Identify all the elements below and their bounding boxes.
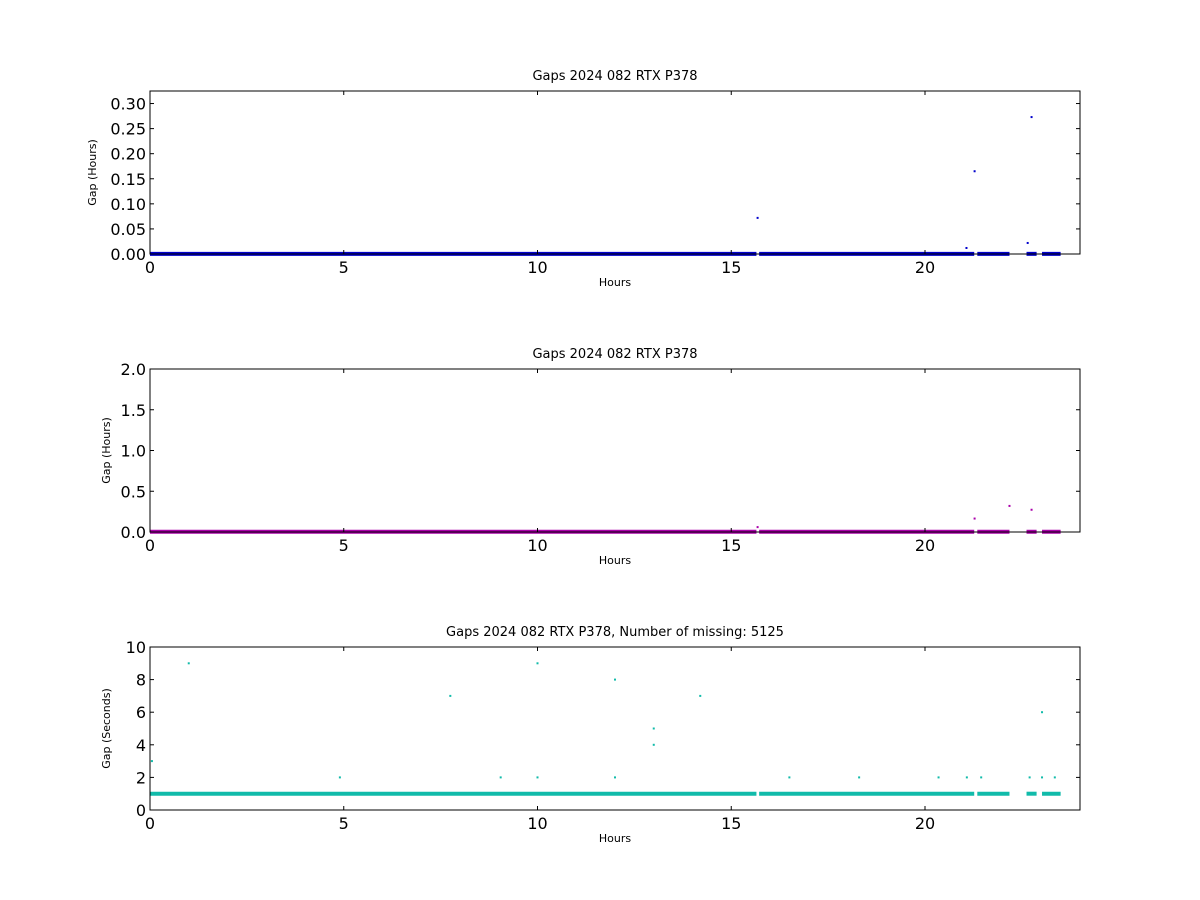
data-point — [652, 743, 655, 746]
data-point — [614, 678, 616, 681]
data-point — [187, 662, 190, 665]
plot-frame — [149, 90, 1081, 255]
x-tick-label: 20 — [915, 536, 935, 555]
data-point — [499, 776, 502, 779]
x-tick-label: 15 — [721, 536, 741, 555]
y-tick-label: 10 — [126, 638, 146, 657]
x-tick-label: 20 — [915, 258, 935, 277]
data-point — [1008, 504, 1011, 507]
y-tick-label: 0.00 — [110, 245, 146, 264]
data-point — [449, 694, 452, 697]
data-point — [652, 727, 655, 730]
y-tick-label: 0.05 — [110, 220, 146, 239]
data-point — [1030, 116, 1033, 119]
data-point — [1030, 508, 1033, 511]
y-axis-label: Gap (Seconds) — [100, 688, 113, 769]
x-tick-label: 0 — [145, 258, 155, 277]
data-point — [973, 517, 976, 520]
x-tick-label: 5 — [339, 258, 349, 277]
data-point — [536, 776, 539, 779]
y-axis-label: Gap (Hours) — [100, 417, 113, 484]
data-point — [965, 246, 968, 249]
data-point — [536, 662, 539, 665]
x-tick-label: 10 — [527, 258, 547, 277]
x-tick-label: 0 — [145, 536, 155, 555]
y-tick-label: 1.0 — [121, 442, 146, 461]
data-point — [699, 694, 702, 697]
y-tick-label: 0.5 — [121, 482, 146, 501]
chart-title: Gaps 2024 082 RTX P378, Number of missin… — [446, 625, 784, 640]
y-tick-label: 1.5 — [121, 401, 146, 420]
y-tick-label: 6 — [136, 703, 146, 722]
data-point — [973, 170, 976, 173]
x-tick-label: 20 — [915, 814, 935, 833]
data-point — [858, 776, 861, 779]
data-point — [788, 776, 791, 779]
y-tick-label: 4 — [136, 736, 146, 755]
data-point — [756, 216, 759, 219]
data-point — [1053, 776, 1056, 779]
x-tick-label: 15 — [721, 814, 741, 833]
data-point — [756, 526, 759, 529]
data-point — [1028, 776, 1031, 779]
y-tick-label: 0.30 — [110, 95, 146, 114]
plot-frame — [149, 368, 1081, 533]
x-axis-label: Hours — [599, 554, 631, 567]
plot-frame — [149, 646, 1081, 811]
y-tick-label: 0.10 — [110, 195, 146, 214]
chart-panel-3: Gaps 2024 082 RTX P378, Number of missin… — [100, 625, 1081, 845]
x-tick-label: 15 — [721, 258, 741, 277]
data-point — [1041, 711, 1044, 714]
data-point — [1041, 776, 1044, 779]
y-axis-label: Gap (Hours) — [86, 139, 99, 206]
chart-panel-2: Gaps 2024 082 RTX P378 Hours Gap (Hours) 0 5… — [100, 347, 1081, 567]
x-tick-label: 10 — [527, 536, 547, 555]
x-axis-label: Hours — [599, 276, 631, 289]
y-tick-label: 0 — [136, 801, 146, 820]
x-tick-label: 0 — [145, 814, 155, 833]
y-tick-label: 0.25 — [110, 120, 146, 139]
x-tick-label: 10 — [527, 814, 547, 833]
y-tick-label: 0.20 — [110, 145, 146, 164]
y-tick-label: 0.0 — [121, 523, 146, 542]
x-axis-label: Hours — [599, 832, 631, 845]
chart-title: Gaps 2024 082 RTX P378 — [532, 347, 697, 362]
chart-panel-1: Gaps 2024 082 RTX P378 Hours Gap (Hours) 0 5… — [86, 69, 1081, 289]
data-point — [614, 776, 616, 779]
y-tick-label: 2.0 — [121, 360, 146, 379]
data-point — [965, 776, 968, 779]
y-tick-label: 8 — [136, 671, 146, 690]
data-point — [980, 776, 983, 779]
data-point — [338, 776, 341, 779]
chart-title: Gaps 2024 082 RTX P378 — [532, 69, 697, 84]
data-point — [150, 760, 153, 763]
x-tick-label: 5 — [339, 536, 349, 555]
data-point — [937, 776, 940, 779]
data-point — [1026, 241, 1029, 244]
y-tick-label: 2 — [136, 768, 146, 787]
x-tick-label: 5 — [339, 814, 349, 833]
y-tick-label: 0.15 — [110, 170, 146, 189]
